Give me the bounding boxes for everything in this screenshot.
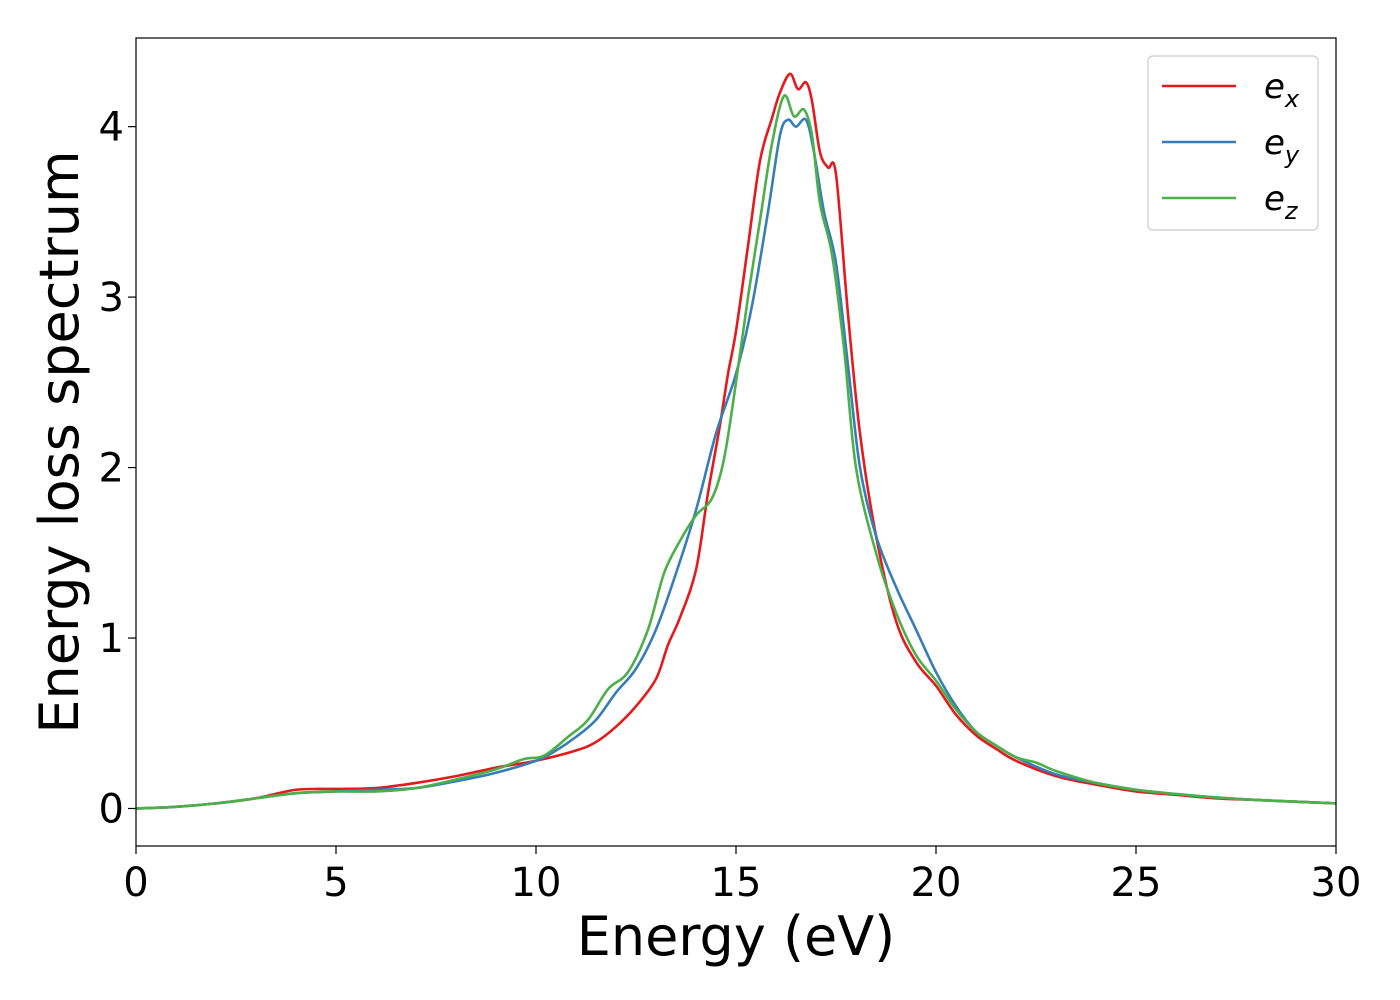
legend-label-z: ez <box>1264 179 1299 225</box>
legend-label-y: ey <box>1264 123 1300 169</box>
x-tick-label: 30 <box>1311 860 1362 906</box>
x-tick-label: 25 <box>1111 860 1162 906</box>
series-line-z <box>136 94 1336 810</box>
y-tick-label: 4 <box>99 105 124 151</box>
y-tick-label: 3 <box>99 275 124 321</box>
x-tick-label: 0 <box>123 860 148 906</box>
y-tick-label: 2 <box>99 446 124 492</box>
y-tick-label: 1 <box>99 616 124 662</box>
x-tick-label: 20 <box>911 860 962 906</box>
x-tick-label: 10 <box>511 860 562 906</box>
legend: ex ey ez <box>1147 55 1319 231</box>
y-axis-title: Energy loss spectrum <box>28 150 91 733</box>
y-tick-label: 0 <box>99 786 124 832</box>
x-tick-label: 5 <box>323 860 348 906</box>
series-line-x <box>136 72 1336 810</box>
x-axis-title: Energy (eV) <box>577 905 896 968</box>
x-tick-label: 15 <box>711 860 762 906</box>
y-axis: 0 1 2 3 4 <box>99 105 136 832</box>
legend-label-x: ex <box>1264 67 1300 113</box>
series-layer <box>136 72 1336 810</box>
x-axis: 0 5 10 15 20 25 30 <box>123 846 1361 906</box>
